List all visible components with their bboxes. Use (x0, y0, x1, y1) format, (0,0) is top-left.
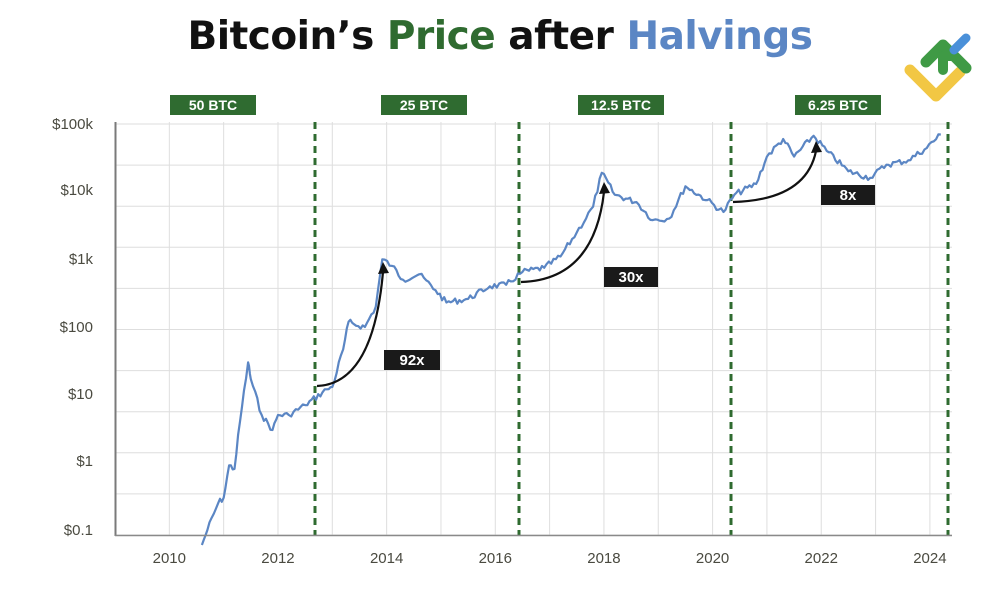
arrow-head-icon (599, 182, 610, 194)
multiple-badge (384, 350, 440, 370)
multiple-badge (604, 267, 658, 287)
reward-badge-label: 50 BTC (189, 97, 237, 113)
reward-badge-label: 6.25 BTC (808, 97, 868, 113)
price-line (200, 133, 941, 546)
multiple-badge-label: 92x (399, 352, 425, 369)
y-tick-label: $100k (52, 116, 93, 133)
growth-arrow (520, 191, 606, 284)
y-tick-label: $1 (76, 453, 93, 470)
x-tick-label: 2012 (261, 550, 294, 567)
reward-badge (578, 95, 664, 115)
y-tick-label: $100 (60, 319, 93, 336)
x-tick-label: 2020 (696, 550, 729, 567)
x-tick-label: 2010 (153, 550, 186, 567)
arrow-head-icon (378, 262, 389, 274)
x-tick-label: 2014 (370, 550, 403, 567)
multiple-badge-label: 8x (840, 187, 857, 204)
reward-badge (795, 95, 881, 115)
y-tick-label: $0.1 (64, 522, 93, 539)
brand-logo-icon (904, 33, 972, 102)
title-part-after: after (495, 14, 627, 59)
reward-badge-label: 12.5 BTC (591, 97, 651, 113)
y-tick-label: $10 (68, 386, 93, 403)
multiple-badge-label: 30x (618, 269, 644, 286)
growth-arrow (732, 150, 818, 204)
multiple-badge (821, 185, 875, 205)
reward-badge-label: 25 BTC (400, 97, 448, 113)
gridlines (115, 122, 952, 536)
x-axis-labels: 2010 2012 2014 2016 2018 2020 2022 2024 (153, 550, 947, 567)
title-part-bitcoins: Bitcoin’s (187, 14, 387, 59)
y-tick-label: $10k (60, 182, 93, 199)
title-part-halvings: Halvings (626, 14, 813, 59)
chart-title: Bitcoin’s Price after Halvings (0, 14, 1000, 59)
x-tick-label: 2022 (805, 550, 838, 567)
growth-arrow (316, 271, 385, 388)
arrow-head-icon (811, 141, 822, 153)
y-tick-label: $1k (69, 251, 94, 268)
halving-markers (313, 122, 950, 536)
growth-arrows: 92x 30x 8x (316, 141, 875, 388)
reward-badge (170, 95, 256, 115)
y-axis-labels: $100k $10k $1k $100 $10 $1 $0.1 (52, 116, 93, 539)
x-tick-label: 2018 (587, 550, 620, 567)
reward-badge (381, 95, 467, 115)
title-part-price: Price (386, 14, 496, 59)
x-tick-label: 2024 (913, 550, 946, 567)
x-tick-label: 2016 (479, 550, 512, 567)
reward-badges: 50 BTC 25 BTC 12.5 BTC 6.25 BTC (170, 95, 881, 115)
